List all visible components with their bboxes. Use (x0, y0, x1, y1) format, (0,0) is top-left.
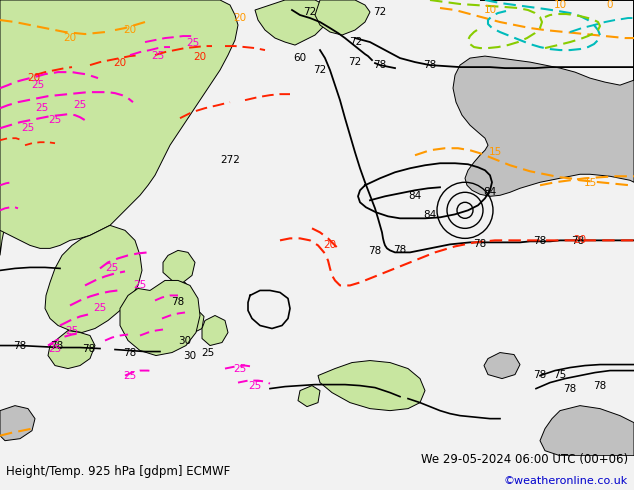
Text: 25: 25 (22, 123, 35, 133)
Text: 78: 78 (124, 347, 136, 358)
Text: 25: 25 (133, 280, 146, 291)
Text: We 29-05-2024 06:00 UTC (00+06): We 29-05-2024 06:00 UTC (00+06) (420, 453, 628, 466)
Text: 10: 10 (553, 0, 567, 10)
Text: 20: 20 (233, 13, 247, 23)
Text: 78: 78 (424, 60, 437, 70)
Text: 72: 72 (373, 7, 387, 17)
Text: 25: 25 (93, 303, 107, 314)
Polygon shape (0, 406, 35, 441)
Text: 72: 72 (349, 37, 363, 47)
Text: 25: 25 (152, 51, 165, 61)
Polygon shape (165, 282, 192, 309)
Text: 72: 72 (304, 7, 316, 17)
Text: 15: 15 (488, 147, 501, 157)
Text: 25: 25 (31, 80, 44, 90)
Text: 78: 78 (393, 245, 406, 255)
Text: 78: 78 (564, 384, 577, 393)
Polygon shape (315, 0, 370, 35)
Text: 10: 10 (484, 5, 496, 15)
Text: 78: 78 (171, 297, 184, 307)
Text: 78: 78 (373, 60, 387, 70)
Text: 25: 25 (105, 264, 119, 273)
Text: 78: 78 (474, 240, 487, 249)
Text: 78: 78 (50, 341, 63, 350)
Polygon shape (48, 331, 95, 368)
Text: 25: 25 (48, 115, 61, 125)
Text: 78: 78 (13, 341, 27, 350)
Text: 84: 84 (424, 210, 437, 221)
Polygon shape (318, 361, 425, 411)
Text: 72: 72 (313, 65, 327, 75)
Polygon shape (178, 309, 204, 334)
Text: 25: 25 (249, 381, 262, 391)
Text: 25: 25 (65, 325, 79, 336)
Text: ©weatheronline.co.uk: ©weatheronline.co.uk (503, 476, 628, 486)
Text: 30: 30 (183, 350, 197, 361)
Text: 30: 30 (178, 336, 191, 345)
Text: 25: 25 (48, 343, 61, 354)
Polygon shape (0, 0, 238, 248)
Text: 0: 0 (607, 0, 613, 10)
Text: 20: 20 (573, 235, 586, 245)
Text: 78: 78 (533, 369, 547, 380)
Text: 78: 78 (82, 343, 96, 354)
Text: 60: 60 (294, 53, 307, 63)
Text: 15: 15 (583, 178, 597, 188)
Polygon shape (540, 406, 634, 456)
Text: 78: 78 (571, 236, 585, 246)
Text: 25: 25 (124, 370, 136, 381)
Text: 75: 75 (553, 369, 567, 380)
Polygon shape (0, 0, 100, 255)
Text: 78: 78 (593, 381, 607, 391)
Text: 78: 78 (533, 236, 547, 246)
Text: 20: 20 (63, 33, 77, 43)
Text: 25: 25 (233, 364, 247, 373)
Polygon shape (484, 352, 520, 379)
Text: 20: 20 (124, 25, 136, 35)
Text: 25: 25 (74, 100, 87, 110)
Text: 84: 84 (408, 191, 422, 201)
Text: 84: 84 (483, 187, 496, 197)
Text: 20: 20 (193, 52, 207, 62)
Text: 72: 72 (348, 57, 361, 67)
Polygon shape (202, 316, 228, 345)
Text: 20: 20 (27, 73, 41, 83)
Polygon shape (45, 225, 142, 333)
Text: 25: 25 (36, 103, 49, 113)
Text: 25: 25 (202, 347, 215, 358)
Polygon shape (453, 0, 634, 196)
Polygon shape (298, 386, 320, 407)
Text: 20: 20 (323, 241, 337, 250)
Text: 25: 25 (186, 38, 200, 48)
Text: 272: 272 (220, 155, 240, 165)
Text: 78: 78 (368, 246, 382, 256)
Text: Height/Temp. 925 hPa [gdpm] ECMWF: Height/Temp. 925 hPa [gdpm] ECMWF (6, 465, 231, 478)
Polygon shape (255, 0, 330, 45)
Text: 20: 20 (113, 58, 127, 68)
Polygon shape (163, 250, 195, 282)
Polygon shape (120, 280, 200, 356)
